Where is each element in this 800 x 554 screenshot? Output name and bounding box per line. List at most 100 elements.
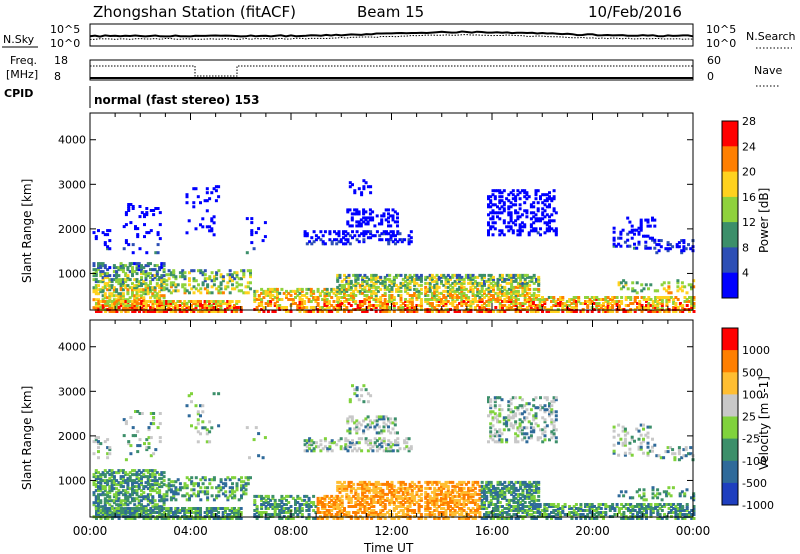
range-cell: [151, 505, 155, 509]
range-cell: [516, 189, 520, 193]
range-cell: [206, 496, 210, 500]
range-cell: [633, 242, 636, 246]
range-cell: [640, 310, 644, 313]
range-cell: [219, 275, 223, 279]
range-cell: [433, 285, 437, 289]
range-cell: [178, 271, 182, 275]
range-cell: [117, 282, 121, 286]
range-cell: [273, 287, 277, 291]
range-cell: [217, 304, 221, 307]
range-cell: [119, 485, 123, 489]
range-cell: [406, 505, 410, 508]
range-cell: [458, 494, 462, 498]
range-cell: [503, 310, 507, 313]
range-cell: [165, 310, 169, 313]
range-cell: [372, 283, 376, 287]
range-cell: [117, 505, 121, 509]
range-cell: [572, 300, 576, 303]
range-cell: [280, 496, 284, 500]
range-cell: [255, 306, 259, 309]
range-cell: [101, 513, 105, 516]
range-cell: [399, 285, 403, 289]
range-cell: [108, 294, 112, 298]
range-cell: [525, 310, 529, 313]
range-cell: [345, 294, 349, 297]
range-cell: [312, 289, 316, 293]
range-cell: [507, 275, 511, 279]
range-cell: [340, 498, 344, 502]
range-cell: [612, 236, 616, 240]
range-cell: [426, 494, 430, 498]
range-cell: [345, 492, 349, 496]
range-cell: [124, 213, 128, 217]
range-cell: [158, 509, 162, 512]
range-cell: [408, 501, 412, 504]
range-cell: [112, 499, 116, 503]
range-cell: [194, 227, 198, 231]
range-cell: [108, 229, 112, 233]
range-cell: [619, 244, 623, 248]
range-cell: [552, 207, 556, 211]
range-cell: [368, 208, 372, 212]
range-cell: [149, 268, 152, 272]
range-cell: [347, 279, 351, 283]
range-cell: [221, 511, 225, 514]
range-cell: [665, 300, 669, 303]
range-cell: [162, 503, 166, 507]
range-cell: [365, 482, 369, 486]
range-cell: [365, 513, 369, 516]
range-cell: [476, 291, 480, 295]
range-cell: [126, 507, 130, 510]
range-cell: [127, 205, 131, 208]
range-cell: [574, 300, 578, 303]
range-cell: [444, 281, 448, 285]
range-cell: [347, 505, 351, 508]
range-cell: [639, 228, 643, 232]
range-cell: [358, 283, 362, 287]
range-cell: [372, 490, 376, 494]
range-cell: [217, 494, 221, 498]
range-cell: [197, 482, 200, 486]
range-cell: [545, 213, 549, 217]
range-cell: [523, 195, 527, 199]
range-cell: [237, 511, 241, 514]
range-cell: [383, 306, 387, 309]
range-cell: [312, 310, 316, 313]
range-cell: [451, 287, 455, 291]
range-cell: [406, 285, 410, 289]
range-cell: [255, 494, 259, 498]
range-cell: [183, 302, 187, 305]
range-cell: [493, 203, 497, 207]
range-cell: [451, 513, 455, 516]
range-cell: [103, 489, 107, 493]
range-cell: [330, 304, 334, 307]
range-cell: [124, 517, 128, 520]
range-cell: [205, 509, 209, 512]
range-cell: [199, 507, 202, 510]
range-cell: [210, 511, 214, 514]
range-cell: [340, 279, 344, 283]
range-cell: [464, 498, 468, 502]
range-cell: [115, 294, 119, 298]
range-cell: [349, 298, 353, 301]
range-cell: [516, 217, 520, 221]
range-cell: [437, 296, 441, 299]
range-cell: [264, 511, 268, 514]
range-cell: [152, 209, 156, 212]
range-cell: [296, 287, 300, 291]
range-cell: [162, 294, 166, 298]
range-cell: [127, 209, 131, 212]
range-cell: [419, 484, 423, 488]
range-cell: [620, 302, 624, 305]
range-cell: [260, 304, 264, 307]
range-cell: [285, 306, 288, 309]
range-cell: [536, 217, 540, 221]
range-cell: [518, 229, 522, 233]
range-cell: [372, 509, 376, 512]
range-cell: [106, 511, 110, 514]
range-cell: [378, 234, 382, 238]
range-cell: [108, 286, 112, 290]
range-cell: [498, 289, 502, 293]
range-cell: [516, 273, 520, 277]
range-cell: [440, 482, 443, 486]
